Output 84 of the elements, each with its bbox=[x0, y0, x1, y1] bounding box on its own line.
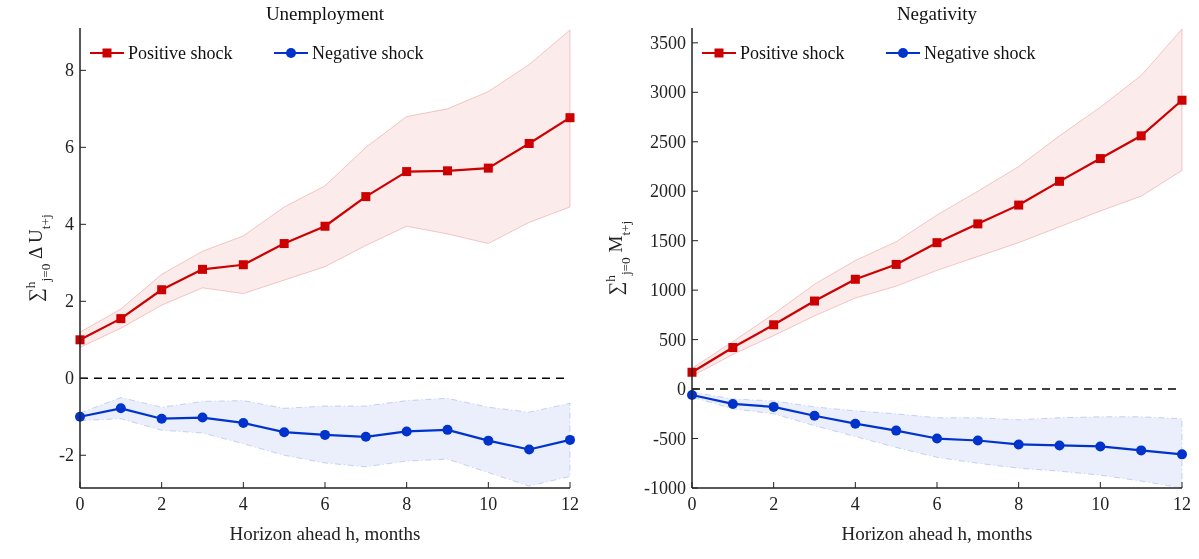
point bbox=[1014, 200, 1024, 210]
point bbox=[850, 274, 860, 284]
point bbox=[402, 167, 412, 177]
point bbox=[1054, 440, 1065, 451]
y-tick-label: 8 bbox=[65, 60, 74, 81]
point bbox=[360, 431, 371, 442]
y-tick-label: 1000 bbox=[650, 280, 686, 301]
point bbox=[932, 238, 942, 248]
point bbox=[1136, 445, 1147, 456]
y-tick-label: 4 bbox=[65, 214, 74, 235]
legend-label: Positive shock bbox=[128, 43, 233, 63]
point bbox=[238, 417, 249, 428]
point bbox=[1177, 449, 1187, 460]
x-axis-title: Horizon ahead h, months bbox=[841, 523, 1033, 544]
chart-title: Unemployment bbox=[265, 3, 385, 24]
point bbox=[973, 219, 983, 229]
y-tick-label: 1500 bbox=[650, 230, 686, 251]
y-tick-label: -500 bbox=[653, 428, 686, 449]
point bbox=[279, 427, 290, 438]
point bbox=[483, 435, 494, 446]
point bbox=[810, 296, 819, 306]
point bbox=[361, 192, 371, 202]
point bbox=[483, 163, 493, 173]
point bbox=[115, 403, 126, 414]
x-tick-label: 4 bbox=[238, 494, 248, 514]
point bbox=[238, 260, 248, 270]
y-tick-label: 2000 bbox=[650, 181, 686, 202]
x-tick-label: 6 bbox=[320, 494, 330, 514]
x-tick-label: 10 bbox=[1091, 494, 1110, 514]
x-tick-label: 10 bbox=[479, 494, 498, 514]
y-tick-label: 0 bbox=[677, 379, 686, 400]
x-tick-label: 8 bbox=[402, 494, 412, 514]
point bbox=[198, 264, 207, 274]
point bbox=[850, 418, 861, 429]
y-tick-label: -2 bbox=[59, 445, 74, 466]
x-axis-title: Horizon ahead h, months bbox=[229, 523, 421, 544]
y-tick-label: 6 bbox=[65, 137, 74, 158]
x-tick-label: 2 bbox=[157, 494, 167, 514]
point bbox=[932, 433, 942, 444]
legend-label: Positive shock bbox=[740, 43, 845, 63]
x-tick-label: 6 bbox=[932, 494, 942, 514]
point bbox=[1055, 176, 1064, 186]
point bbox=[972, 435, 983, 446]
point bbox=[768, 401, 779, 412]
point bbox=[1013, 439, 1024, 450]
x-tick-label: 12 bbox=[561, 494, 579, 514]
point bbox=[442, 424, 453, 435]
legend-label: Negative shock bbox=[924, 43, 1036, 63]
point bbox=[116, 314, 126, 324]
point bbox=[769, 320, 779, 330]
x-tick-label: 2 bbox=[769, 494, 779, 514]
point bbox=[728, 343, 738, 353]
y-tick-label: 0 bbox=[65, 368, 74, 389]
y-tick-label: 3000 bbox=[650, 82, 686, 103]
point bbox=[891, 259, 901, 269]
point bbox=[157, 285, 167, 295]
point bbox=[1095, 441, 1106, 452]
point bbox=[279, 239, 289, 249]
point bbox=[320, 429, 330, 440]
point bbox=[891, 425, 902, 436]
x-tick-label: 4 bbox=[850, 494, 860, 514]
point bbox=[524, 138, 534, 148]
y-tick-label: -1000 bbox=[644, 478, 686, 498]
y-tick-label: 2 bbox=[65, 291, 74, 312]
point bbox=[156, 413, 167, 424]
y-tick-label: 3500 bbox=[650, 32, 686, 53]
point bbox=[524, 444, 535, 455]
point bbox=[809, 410, 820, 421]
point bbox=[197, 412, 208, 423]
point bbox=[1177, 95, 1187, 105]
point bbox=[565, 434, 575, 445]
point bbox=[565, 113, 575, 123]
point bbox=[1136, 131, 1146, 141]
point bbox=[320, 221, 330, 231]
point bbox=[401, 426, 412, 437]
y-tick-label: 2500 bbox=[650, 131, 686, 152]
y-tick-label: 500 bbox=[659, 329, 686, 350]
x-tick-label: 8 bbox=[1014, 494, 1024, 514]
legend-label: Negative shock bbox=[312, 43, 424, 63]
point bbox=[443, 166, 452, 176]
point bbox=[727, 398, 738, 409]
point bbox=[1095, 154, 1105, 164]
chart-title: Negativity bbox=[896, 3, 978, 24]
x-tick-label: 12 bbox=[1173, 494, 1191, 514]
